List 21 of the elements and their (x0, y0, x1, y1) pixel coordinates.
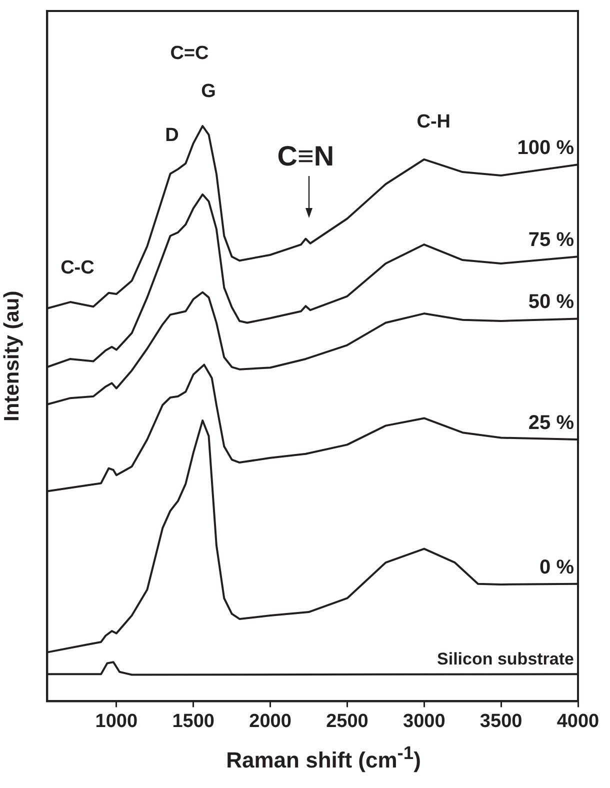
annotation: C≡N (277, 140, 334, 172)
annotation: D (165, 125, 179, 146)
text: G (201, 80, 216, 102)
x-tick-label: 1000 (95, 710, 138, 732)
x-axis-title: Raman shift (cm$^{-1}$) (225, 742, 422, 774)
annotation: C-C (60, 258, 95, 279)
x-tick-label: 3500 (480, 710, 522, 732)
series-label: 50 % (528, 291, 574, 314)
x-tick-label: 4000 (556, 710, 600, 732)
y-axis-title: Intensity (au) (0, 290, 24, 422)
x-tick-label: 3000 (403, 710, 446, 732)
x-tick-label: 2500 (326, 710, 368, 732)
series-label: 75 % (528, 229, 574, 252)
x-tick-label: 1500 (172, 710, 215, 732)
series-label: 100 % (517, 137, 574, 160)
series-label: 25 % (528, 412, 574, 434)
annotation: C-H (416, 111, 451, 132)
text: C=C (170, 43, 209, 64)
x-tick-label: 2000 (249, 710, 292, 732)
series-label: 0 % (540, 556, 574, 578)
series-label: Silicon substrate (437, 649, 574, 668)
